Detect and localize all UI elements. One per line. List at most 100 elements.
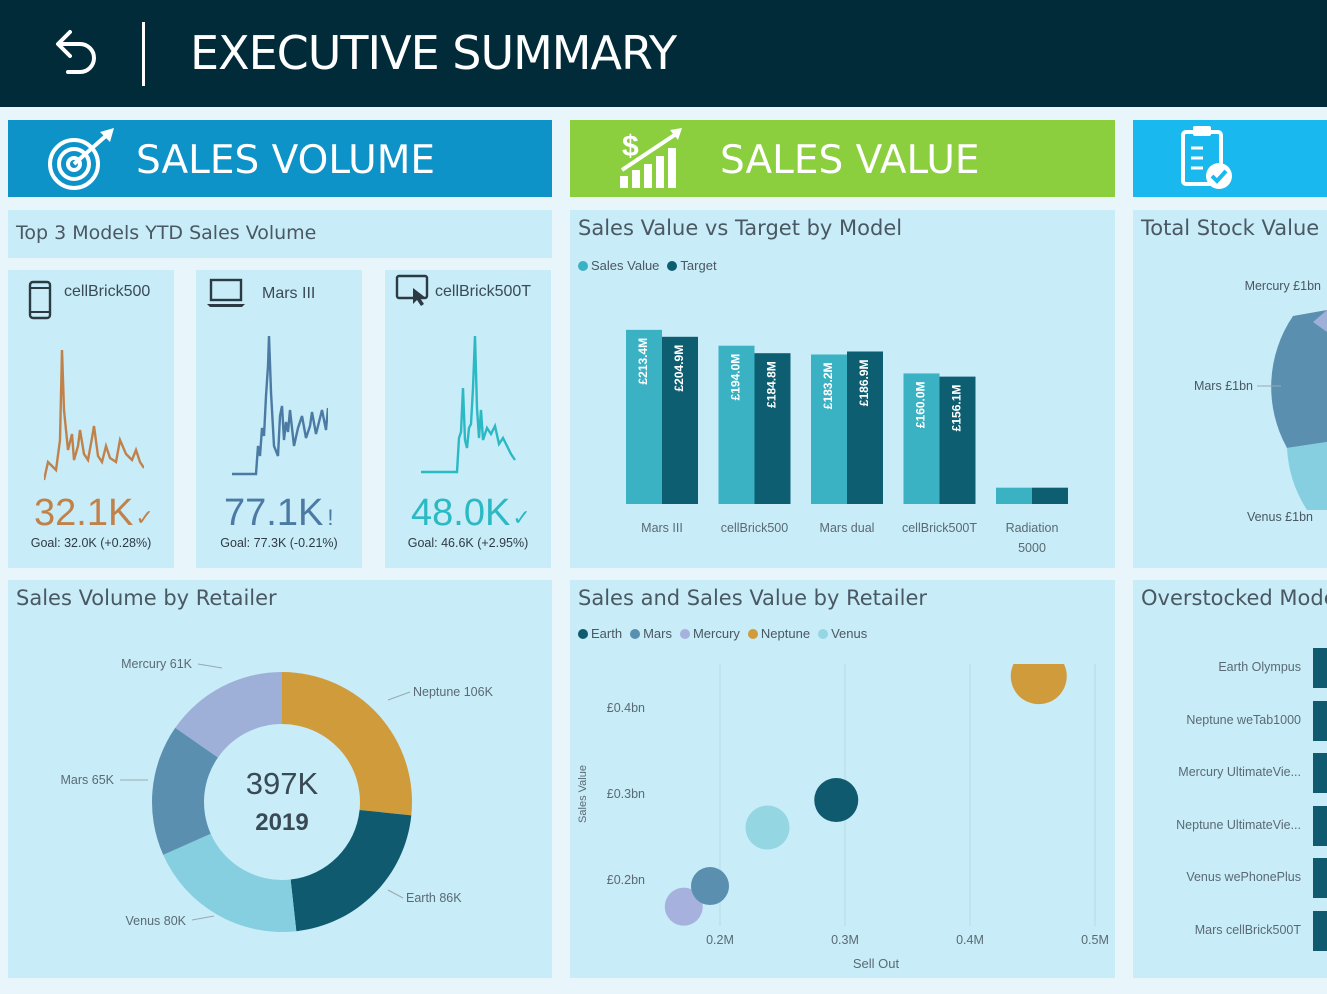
x-tick-label: cellBrick500 <box>721 521 788 535</box>
overstock-item[interactable]: Earth Olympus <box>1133 648 1327 688</box>
bar[interactable] <box>754 353 791 504</box>
y-tick-label: £0.4bn <box>607 701 645 715</box>
kpi-title-panel: Top 3 Models YTD Sales Volume <box>8 210 552 258</box>
scatter-point[interactable] <box>814 778 859 823</box>
sales-value-label: SALES VALUE <box>720 138 980 183</box>
laptop-icon <box>207 278 245 307</box>
bottom-band <box>0 985 1327 994</box>
scatter-point[interactable] <box>664 887 703 926</box>
x-tick-label: 0.4M <box>956 933 984 947</box>
donut-leader-line <box>191 915 215 921</box>
kpi-card-cellbrick500[interactable]: cellBrick500 32.1K✓ Goal: 32.0K (+0.28%) <box>8 270 174 568</box>
header-divider <box>142 22 145 86</box>
bar[interactable] <box>718 345 755 504</box>
legend-item[interactable]: Sales Value <box>578 258 659 273</box>
donut-slice-label: Mars 65K <box>61 773 115 787</box>
donut-slice[interactable] <box>163 833 297 932</box>
overstock-title: Overstocked Mode <box>1141 586 1327 610</box>
overstocked-models-panel: Overstocked Mode Earth Olympus Neptune we… <box>1133 580 1327 978</box>
overstock-bar <box>1313 700 1327 741</box>
stock-label: Mercury £1bn <box>1245 279 1321 293</box>
overstock-item[interactable]: Neptune UltimateVie... <box>1133 805 1327 846</box>
legend-item[interactable]: Mars <box>630 626 672 641</box>
donut-slice[interactable] <box>290 809 412 932</box>
smartphone-icon <box>28 280 52 320</box>
kpi-goal: Goal: 77.3K (-0.21%) <box>220 536 338 550</box>
bar-data-label: £194.0M <box>729 354 743 401</box>
legend-item[interactable]: Target <box>667 258 717 273</box>
bar-data-label: £186.9M <box>857 359 871 406</box>
donut-slice[interactable] <box>152 727 218 855</box>
x-axis-label: Sell Out <box>853 956 900 971</box>
legend-item[interactable]: Earth <box>578 626 622 641</box>
bar[interactable] <box>811 354 847 504</box>
kpi-goal: Goal: 32.0K (+0.28%) <box>30 536 152 550</box>
bar[interactable] <box>939 376 976 504</box>
overstock-item-label: Neptune weTab1000 <box>1186 712 1301 727</box>
kpi-sparkline <box>232 336 328 476</box>
bar[interactable] <box>626 329 662 504</box>
bar[interactable] <box>847 351 883 504</box>
touch-screen-icon <box>395 274 429 306</box>
donut-slice-label: Earth 86K <box>406 891 462 905</box>
legend-item[interactable]: Mercury <box>679 626 740 641</box>
bar[interactable] <box>1032 487 1068 504</box>
page-title: EXECUTIVE SUMMARY <box>190 26 677 80</box>
scatter-point[interactable] <box>745 805 790 850</box>
kpi-model-name: cellBrick500T <box>435 283 532 300</box>
bar-data-label: £183.2M <box>821 363 835 410</box>
donut-slice-label: Neptune 106K <box>413 685 494 699</box>
stock-pie-chart: Mercury £1bn Mars £1bn Venus £1bn <box>1194 279 1327 524</box>
back-arrow-icon[interactable] <box>48 24 104 80</box>
sales-volume-header[interactable]: SALES VOLUME <box>8 120 552 197</box>
overstock-item[interactable]: Venus wePhonePlus <box>1133 858 1327 898</box>
bar-data-label: £213.4M <box>636 338 650 385</box>
donut-chart: Neptune 106K Earth 86K Venus 80K Mars 65K Me… <box>61 657 494 932</box>
y-tick-label: £0.2bn <box>607 873 645 887</box>
stock-label: Venus £1bn <box>1247 510 1313 524</box>
kpi-value: 48.0K✓ <box>411 492 531 534</box>
donut-slice[interactable] <box>175 672 282 758</box>
kpi-sparkline <box>44 350 144 481</box>
x-tick-label: 0.2M <box>706 933 734 947</box>
scatter-point[interactable] <box>691 867 729 906</box>
bar[interactable] <box>996 487 1032 504</box>
stock-label: Mars £1bn <box>1194 379 1253 393</box>
donut-chart-title: Sales Volume by Retailer <box>16 586 277 610</box>
sales-value-header[interactable]: $ SALES VALUE <box>570 120 1115 197</box>
svg-text:$: $ <box>622 130 639 163</box>
stock-header[interactable] <box>1133 120 1327 197</box>
overstock-item-label: Mercury UltimateVie... <box>1178 765 1301 779</box>
scatter-legend: Earth Mars Mercury Neptune Venus <box>578 626 867 641</box>
overstock-bar <box>1313 858 1327 898</box>
bar-data-label: £204.9M <box>672 345 686 392</box>
money-growth-icon: $ <box>620 128 682 188</box>
legend-item[interactable]: Neptune <box>747 626 810 641</box>
donut-leader-line <box>387 691 411 701</box>
donut-slice[interactable] <box>282 672 412 816</box>
donut-center-value: 397K <box>246 766 319 801</box>
overstock-item[interactable]: Neptune weTab1000 <box>1133 700 1327 741</box>
bar-chart: £213.4M £204.9M Mars III £194.0M £184.8M cell… <box>626 329 1068 555</box>
scatter-point[interactable] <box>1010 648 1067 705</box>
kpi-value: 32.1K✓ <box>34 492 154 534</box>
sales-volume-label: SALES VOLUME <box>136 138 435 183</box>
bar[interactable] <box>662 336 698 504</box>
overstock-item[interactable]: Mars cellBrick500T <box>1133 910 1327 951</box>
legend-item[interactable]: Venus <box>818 626 867 641</box>
donut-slice-label: Mercury 61K <box>121 657 193 671</box>
kpi-model-name: Mars III <box>262 285 316 302</box>
kpi-model-name: cellBrick500 <box>64 283 151 300</box>
overstock-bar <box>1313 648 1327 688</box>
y-axis-label: Sales Value <box>577 765 589 823</box>
overstock-item[interactable]: Mercury UltimateVie... <box>1133 753 1327 793</box>
sales-value-vs-target-panel: Sales Value vs Target by Model Sales Val… <box>570 210 1115 568</box>
overstock-item-label: Neptune UltimateVie... <box>1176 817 1301 832</box>
bar[interactable] <box>903 373 940 504</box>
kpi-card-cellbrick500t[interactable]: cellBrick500T 48.0K✓ Goal: 46.6K (+2.95%… <box>385 270 551 568</box>
bar-chart-title: Sales Value vs Target by Model <box>578 216 903 240</box>
x-tick-label: Mars III <box>641 521 683 535</box>
overstock-bar <box>1313 805 1327 846</box>
kpi-card-mars-iii[interactable]: Mars III 77.1K! Goal: 77.3K (-0.21%) <box>196 270 362 568</box>
x-tick-label: 0.3M <box>831 933 859 947</box>
